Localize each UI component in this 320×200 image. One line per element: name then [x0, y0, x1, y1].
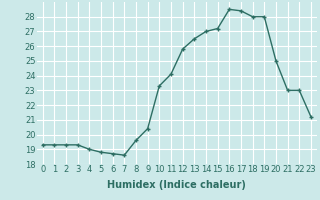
X-axis label: Humidex (Indice chaleur): Humidex (Indice chaleur) [108, 180, 246, 190]
